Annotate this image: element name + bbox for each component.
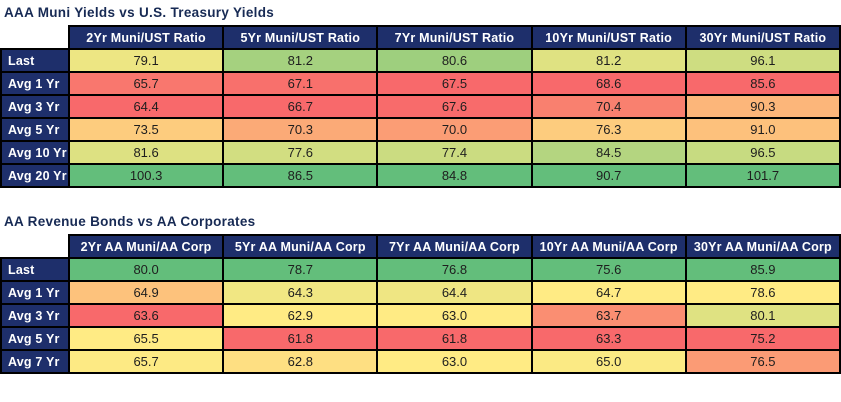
- heatmap-cell: 75.6: [530, 257, 687, 282]
- heatmap-cell: 67.1: [222, 71, 379, 96]
- heatmap-cell: 81.2: [530, 48, 687, 73]
- column-header: 10Yr AA Muni/AA Corp: [530, 234, 687, 259]
- heatmap-cell: 90.3: [684, 94, 841, 119]
- corporate-ratio-table: 2Yr AA Muni/AA Corp 5Yr AA Muni/AA Corp 7Y…: [0, 234, 841, 374]
- heatmap-cell: 76.3: [530, 117, 687, 142]
- heatmap-cell: 62.8: [222, 349, 379, 374]
- heatmap-cell: 63.0: [376, 303, 533, 328]
- treasury-ratio-section: AAA Muni Yields vs U.S. Treasury Yields …: [0, 3, 841, 188]
- heatmap-cell: 64.4: [376, 280, 533, 305]
- heatmap-cell: 76.5: [684, 349, 841, 374]
- heatmap-cell: 96.5: [684, 140, 841, 165]
- heatmap-cell: 78.7: [222, 257, 379, 282]
- heatmap-cell: 85.9: [684, 257, 841, 282]
- row-label: Last: [0, 257, 70, 282]
- row-label: Avg 3 Yr: [0, 303, 70, 328]
- heatmap-cell: 100.3: [67, 163, 225, 188]
- heatmap-cell: 80.1: [684, 303, 841, 328]
- heatmap-cell: 65.0: [530, 349, 687, 374]
- heatmap-cell: 70.3: [222, 117, 379, 142]
- table-row: Avg 10 Yr 81.6 77.6 77.4 84.5 96.5: [0, 140, 841, 165]
- corner-cell: [1, 26, 69, 49]
- heatmap-cell: 86.5: [222, 163, 379, 188]
- heatmap-cell: 80.6: [376, 48, 533, 73]
- heatmap-cell: 75.2: [684, 326, 841, 351]
- heatmap-cell: 101.7: [684, 163, 841, 188]
- table-row: Avg 5 Yr 65.5 61.8 61.8 63.3 75.2: [0, 326, 841, 351]
- row-label: Last: [0, 48, 70, 73]
- heatmap-cell: 64.4: [67, 94, 225, 119]
- heatmap-cell: 63.0: [376, 349, 533, 374]
- column-header: 5Yr AA Muni/AA Corp: [222, 234, 379, 259]
- heatmap-cell: 65.7: [67, 71, 225, 96]
- column-header: 10Yr Muni/UST Ratio: [530, 25, 687, 50]
- heatmap-cell: 64.9: [67, 280, 225, 305]
- row-label: Avg 1 Yr: [0, 71, 70, 96]
- heatmap-cell: 73.5: [67, 117, 225, 142]
- heatmap-cell: 81.2: [222, 48, 379, 73]
- header-row: 2Yr AA Muni/AA Corp 5Yr AA Muni/AA Corp 7Y…: [1, 234, 841, 259]
- table-row: Last 80.0 78.7 76.8 75.6 85.9: [0, 257, 841, 282]
- heatmap-cell: 70.0: [376, 117, 533, 142]
- heatmap-cell: 85.6: [684, 71, 841, 96]
- column-header: 7Yr Muni/UST Ratio: [376, 25, 533, 50]
- heatmap-cell: 91.0: [684, 117, 841, 142]
- heatmap-cell: 78.6: [684, 280, 841, 305]
- table-row: Last 79.1 81.2 80.6 81.2 96.1: [0, 48, 841, 73]
- heatmap-cell: 90.7: [530, 163, 687, 188]
- table-row: Avg 1 Yr 65.7 67.1 67.5 68.6 85.6: [0, 71, 841, 96]
- heatmap-cell: 77.4: [376, 140, 533, 165]
- heatmap-cell: 84.8: [376, 163, 533, 188]
- corporate-table-title: AA Revenue Bonds vs AA Corporates: [4, 214, 256, 229]
- table-row: Avg 3 Yr 63.6 62.9 63.0 63.7 80.1: [0, 303, 841, 328]
- column-header: 5Yr Muni/UST Ratio: [222, 25, 379, 50]
- heatmap-cell: 79.1: [67, 48, 225, 73]
- table-row: Avg 3 Yr 64.4 66.7 67.6 70.4 90.3: [0, 94, 841, 119]
- heatmap-cell: 80.0: [67, 257, 225, 282]
- heatmap-cell: 65.5: [67, 326, 225, 351]
- column-header: 7Yr AA Muni/AA Corp: [376, 234, 533, 259]
- heatmap-cell: 68.6: [530, 71, 687, 96]
- heatmap-cell: 61.8: [222, 326, 379, 351]
- heatmap-cell: 62.9: [222, 303, 379, 328]
- heatmap-cell: 63.3: [530, 326, 687, 351]
- heatmap-cell: 66.7: [222, 94, 379, 119]
- heatmap-cell: 64.7: [530, 280, 687, 305]
- heatmap-cell: 67.5: [376, 71, 533, 96]
- row-label: Avg 10 Yr: [0, 140, 70, 165]
- heatmap-cell: 76.8: [376, 257, 533, 282]
- heatmap-cell: 77.6: [222, 140, 379, 165]
- heatmap-cell: 81.6: [67, 140, 225, 165]
- header-row: 2Yr Muni/UST Ratio 5Yr Muni/UST Ratio 7Yr …: [1, 25, 841, 50]
- column-header: 2Yr Muni/UST Ratio: [67, 25, 225, 50]
- column-header: 2Yr AA Muni/AA Corp: [67, 234, 225, 259]
- row-label: Avg 3 Yr: [0, 94, 70, 119]
- row-label: Avg 7 Yr: [0, 349, 70, 374]
- table-row: Avg 5 Yr 73.5 70.3 70.0 76.3 91.0: [0, 117, 841, 142]
- table-row: Avg 20 Yr 100.3 86.5 84.8 90.7 101.7: [0, 163, 841, 188]
- corner-cell: [1, 235, 69, 258]
- heatmap-cell: 63.6: [67, 303, 225, 328]
- column-header: 30Yr Muni/UST Ratio: [684, 25, 841, 50]
- treasury-table-title: AAA Muni Yields vs U.S. Treasury Yields: [4, 5, 275, 20]
- table-row: Avg 7 Yr 65.7 62.8 63.0 65.0 76.5: [0, 349, 841, 374]
- row-label: Avg 5 Yr: [0, 326, 70, 351]
- heatmap-cell: 63.7: [530, 303, 687, 328]
- heatmap-cell: 64.3: [222, 280, 379, 305]
- muni-ratio-dashboard: AAA Muni Yields vs U.S. Treasury Yields …: [0, 3, 841, 402]
- row-label: Avg 5 Yr: [0, 117, 70, 142]
- heatmap-cell: 84.5: [530, 140, 687, 165]
- heatmap-cell: 67.6: [376, 94, 533, 119]
- heatmap-cell: 70.4: [530, 94, 687, 119]
- column-header: 30Yr AA Muni/AA Corp: [684, 234, 841, 259]
- heatmap-cell: 96.1: [684, 48, 841, 73]
- heatmap-cell: 61.8: [376, 326, 533, 351]
- table-row: Avg 1 Yr 64.9 64.3 64.4 64.7 78.6: [0, 280, 841, 305]
- corporate-ratio-section: AA Revenue Bonds vs AA Corporates 2Yr AA…: [0, 212, 841, 374]
- heatmap-cell: 65.7: [67, 349, 225, 374]
- row-label: Avg 1 Yr: [0, 280, 70, 305]
- row-label: Avg 20 Yr: [0, 163, 70, 188]
- treasury-ratio-table: 2Yr Muni/UST Ratio 5Yr Muni/UST Ratio 7Yr …: [0, 25, 841, 188]
